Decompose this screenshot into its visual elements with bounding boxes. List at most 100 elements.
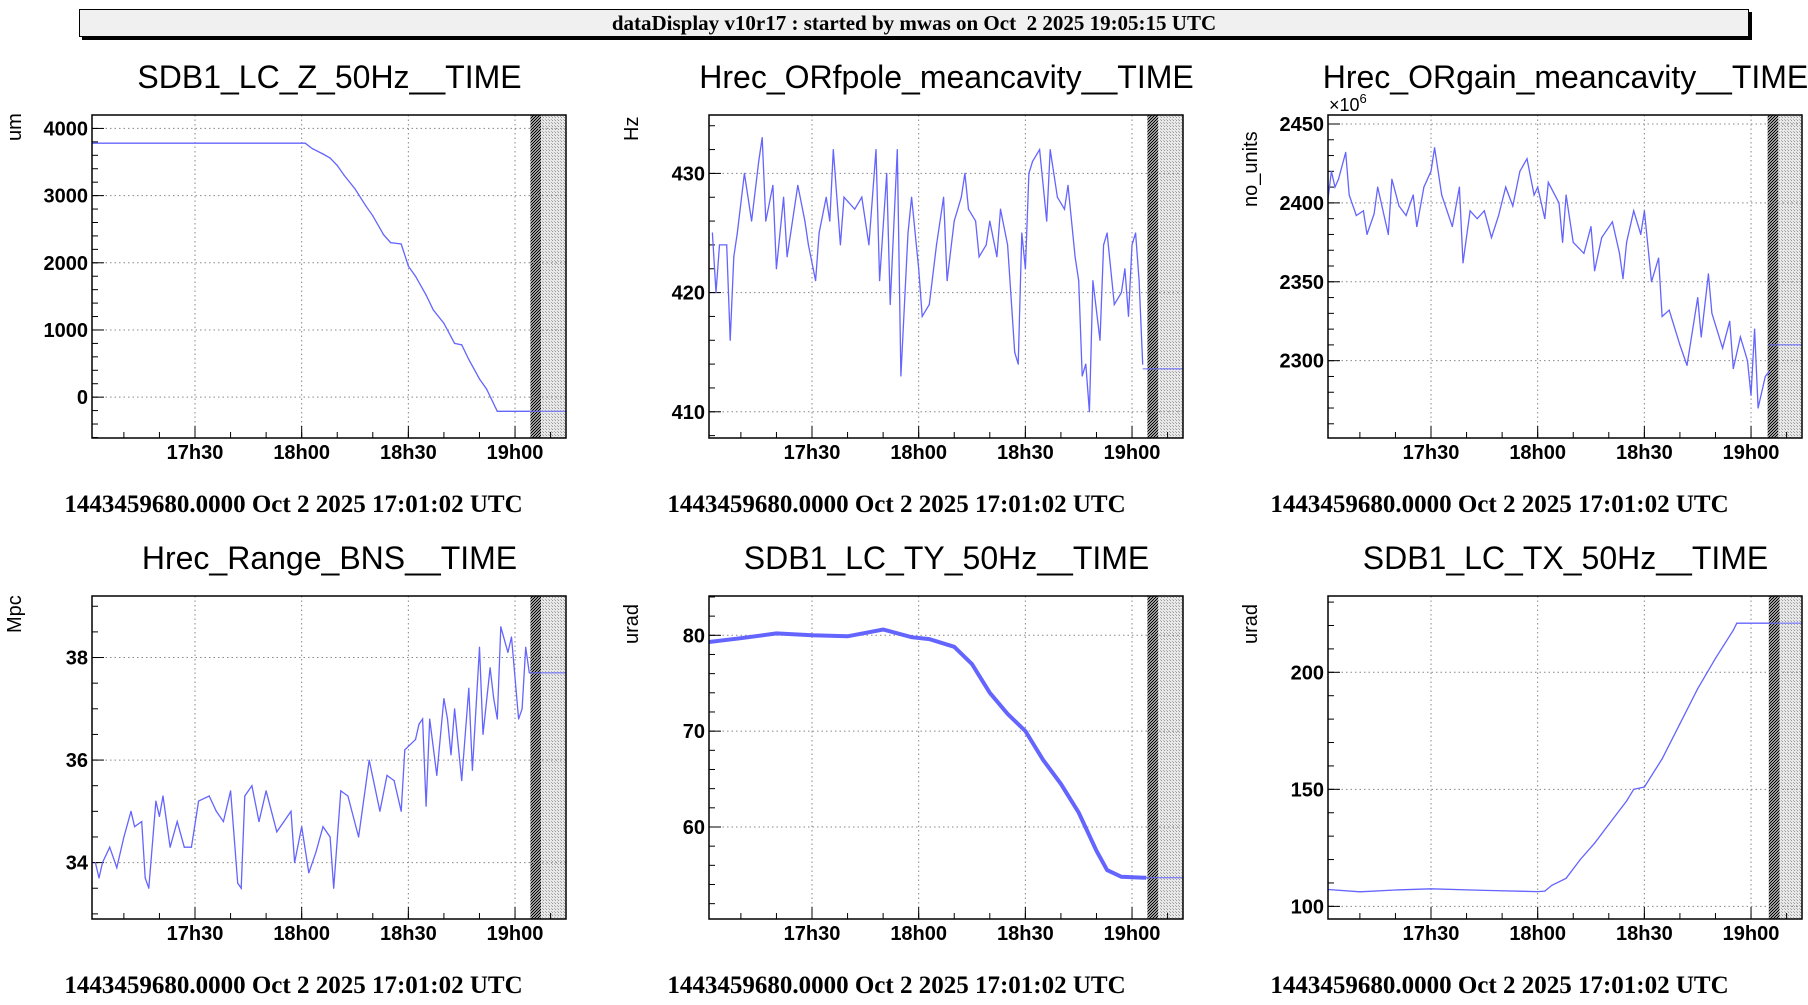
data-point [1551,884,1553,886]
data-point [482,733,484,736]
data-point [1736,622,1738,624]
chart-title: Hrec_ORgain_meancavity__TIME [1322,59,1808,95]
chart-panel: 17h30 18h00 18h30 19h00 34 36 38 [66,595,567,945]
data-point [758,160,760,163]
data-point [733,256,735,258]
data-point [1031,160,1034,163]
data-point [1611,221,1613,223]
data-point [1120,876,1122,878]
data-point [1095,850,1098,852]
data-point [907,232,909,234]
chart-timestamp-footer: 1443459680.0000 Oct 2 2025 17:01:02 UTC [1270,491,1729,518]
plot-frame [91,595,567,920]
x-tick-label: 18h00 [273,923,330,945]
x-tick-label: 18h00 [1509,442,1566,464]
data-point [989,692,991,694]
data-point [1668,309,1670,311]
data-point [400,243,402,245]
data-point [521,708,523,710]
x-tick-label: 18h30 [1616,442,1673,464]
data-point [772,184,774,186]
chart-panel: 17h30 18h00 18h30 19h00 60 70 80 [683,595,1184,945]
data-point [761,137,763,139]
data-point [1106,232,1108,234]
data-point [971,663,973,665]
data-point [471,769,473,771]
data-point [1377,186,1379,188]
x-tick-label: 18h30 [1616,923,1673,945]
data-point [765,220,767,222]
data-point [400,810,402,812]
data-point [489,667,491,669]
data-point [1088,411,1090,413]
y-tick-label: 2350 [1280,272,1325,294]
data-point [1593,842,1596,844]
data-point [1633,788,1635,790]
x-tick-label: 17h30 [167,923,224,945]
data-point [921,315,923,318]
data-point [404,749,406,751]
x-tick-label: 19h00 [1723,923,1780,945]
data-point [1028,172,1030,175]
data-point [123,836,125,838]
data-point [1640,233,1642,236]
data-point [1721,347,1724,349]
data-point [251,785,253,787]
data-point [718,244,721,246]
data-point [507,651,509,653]
data-point [1462,262,1464,264]
data-point [329,836,331,838]
data-point [1650,281,1653,283]
y-multiplier-label: ×106 [1329,91,1367,115]
data-point [900,375,902,377]
data-point [265,790,267,792]
data-point [141,820,143,823]
data-point [1134,232,1137,234]
data-point [343,174,345,177]
data-point [953,646,955,648]
data-point [283,820,285,823]
data-point [1433,147,1436,149]
plot-frame [91,114,567,439]
data-point [496,410,498,412]
data-point [1583,252,1585,254]
data-point [843,196,845,198]
series-line [1327,622,1769,893]
y-tick-label: 430 [672,163,705,185]
data-point [1416,225,1418,228]
y-tick-label: 38 [66,648,88,670]
data-point [1348,194,1350,196]
data-point [393,779,395,782]
data-point [999,208,1002,210]
data-point [461,779,463,782]
data-point [1750,394,1752,396]
no-data-band-light [1778,115,1802,438]
data-point [1746,360,1749,362]
data-point [750,220,753,222]
chart-timestamp-footer: 1443459680.0000 Oct 2 2025 17:01:02 UTC [1270,972,1729,999]
no-data-band-dark [1147,115,1159,438]
data-point [453,708,456,710]
data-point [818,232,820,234]
data-point [1537,891,1539,893]
data-point [1067,184,1069,186]
data-point [162,795,164,797]
data-point [414,738,417,741]
data-point [978,256,980,258]
data-point [1405,214,1407,217]
data-point [443,322,445,324]
data-point [372,215,374,217]
data-point [1622,278,1624,280]
data-point [1544,218,1546,220]
data-point [1441,194,1443,196]
data-point [1558,202,1560,204]
plot-frame [1327,114,1803,439]
data-point [989,220,991,222]
data-point [333,887,335,889]
data-point [468,687,470,689]
data-point [329,157,331,159]
data-point [1359,891,1361,893]
data-point [229,790,232,792]
chart-title: SDB1_LC_TY_50Hz__TIME [743,540,1150,576]
data-point [133,826,136,828]
